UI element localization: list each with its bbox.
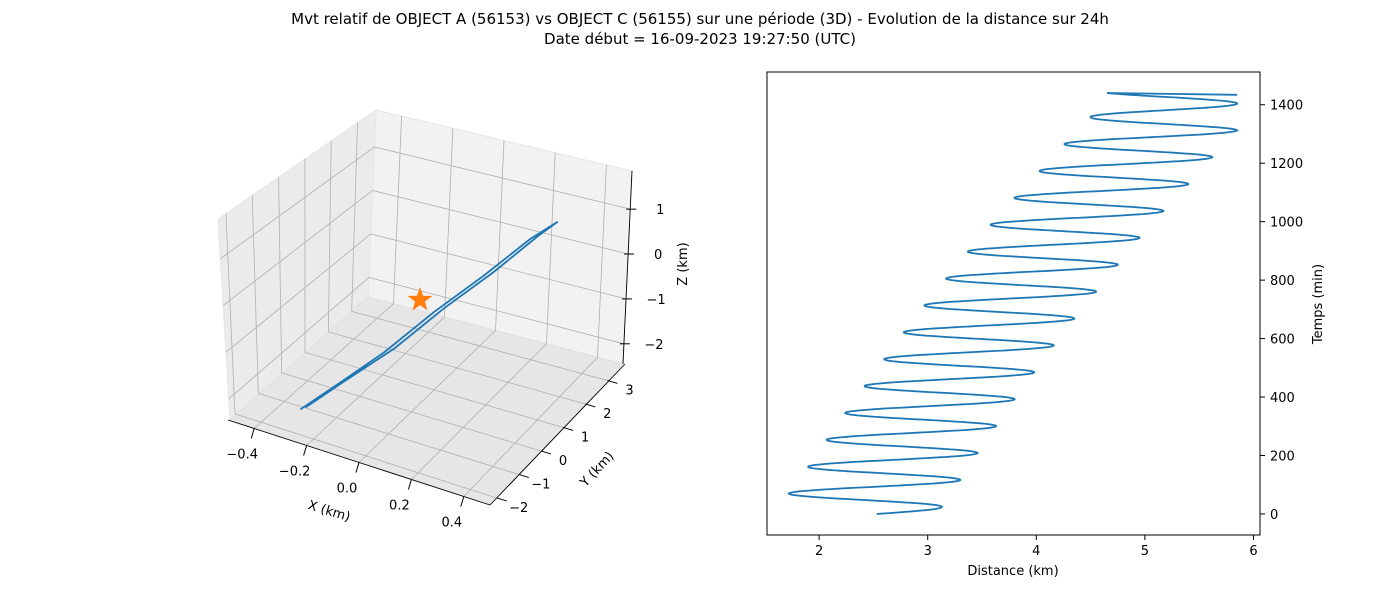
figure-title-line1: Mvt relatif de OBJECT A (56153) vs OBJEC… <box>291 10 1109 28</box>
x-axis-label-2d: Distance (km) <box>967 564 1058 579</box>
y-tick-label-2d: 0 <box>1270 508 1278 523</box>
x-tick-label-2d: 6 <box>1249 544 1257 559</box>
y-tick-label-2d: 1200 <box>1270 157 1303 172</box>
y-tick-label-2d: 400 <box>1270 391 1295 406</box>
y-tick-label: 2 <box>603 407 611 422</box>
y-tick-label-2d: 600 <box>1270 333 1295 348</box>
x-tick-label: 0.4 <box>441 516 462 531</box>
y-axis-label: Y (km) <box>577 449 618 491</box>
y-tick-label: 3 <box>625 383 633 398</box>
distance-series <box>787 92 1239 515</box>
trajectory-line <box>299 220 559 411</box>
x-tick-label-2d: 5 <box>1141 544 1149 559</box>
z-tick-label: −1 <box>646 293 665 308</box>
x-tick-label: −0.4 <box>226 448 258 463</box>
y-tick-label-2d: 200 <box>1270 449 1295 464</box>
x-tick-label: 0.0 <box>337 482 358 497</box>
grid-3d <box>220 116 631 499</box>
plot-frame <box>766 71 1261 536</box>
x-tick-label-2d: 3 <box>924 544 932 559</box>
y-tick-label: −1 <box>531 477 550 492</box>
y-axis-label-2d: Temps (min) <box>1311 264 1326 345</box>
origin-star-marker <box>407 287 433 311</box>
y-tick-label: 0 <box>559 454 567 469</box>
x-tick-label: 0.2 <box>389 499 410 514</box>
y-tick-label-2d: 1000 <box>1270 216 1303 231</box>
z-tick-label: −2 <box>644 338 663 353</box>
x-tick-label-2d: 2 <box>815 544 823 559</box>
distance-line <box>787 92 1239 515</box>
y-tick-label: 1 <box>581 430 589 445</box>
y-tick-label: −2 <box>509 501 528 516</box>
z-tick-label: 0 <box>654 248 662 263</box>
figure-title-line2: Date début = 16-09-2023 19:27:50 (UTC) <box>544 30 856 48</box>
x-axis-label: X (km) <box>306 498 352 525</box>
y-tick-label-2d: 800 <box>1270 274 1295 289</box>
y-tick-label-2d: 1400 <box>1270 99 1303 114</box>
axes-2d: 2 3 4 5 6 0 200 400 600 800 1000 1200 1400 <box>766 71 1303 559</box>
trajectory-series <box>299 220 559 411</box>
x-tick-label: −0.2 <box>279 465 311 480</box>
x-tick-label-2d: 4 <box>1032 544 1040 559</box>
z-tick-label: 1 <box>656 203 664 218</box>
z-axis-label: Z (km) <box>676 242 691 285</box>
